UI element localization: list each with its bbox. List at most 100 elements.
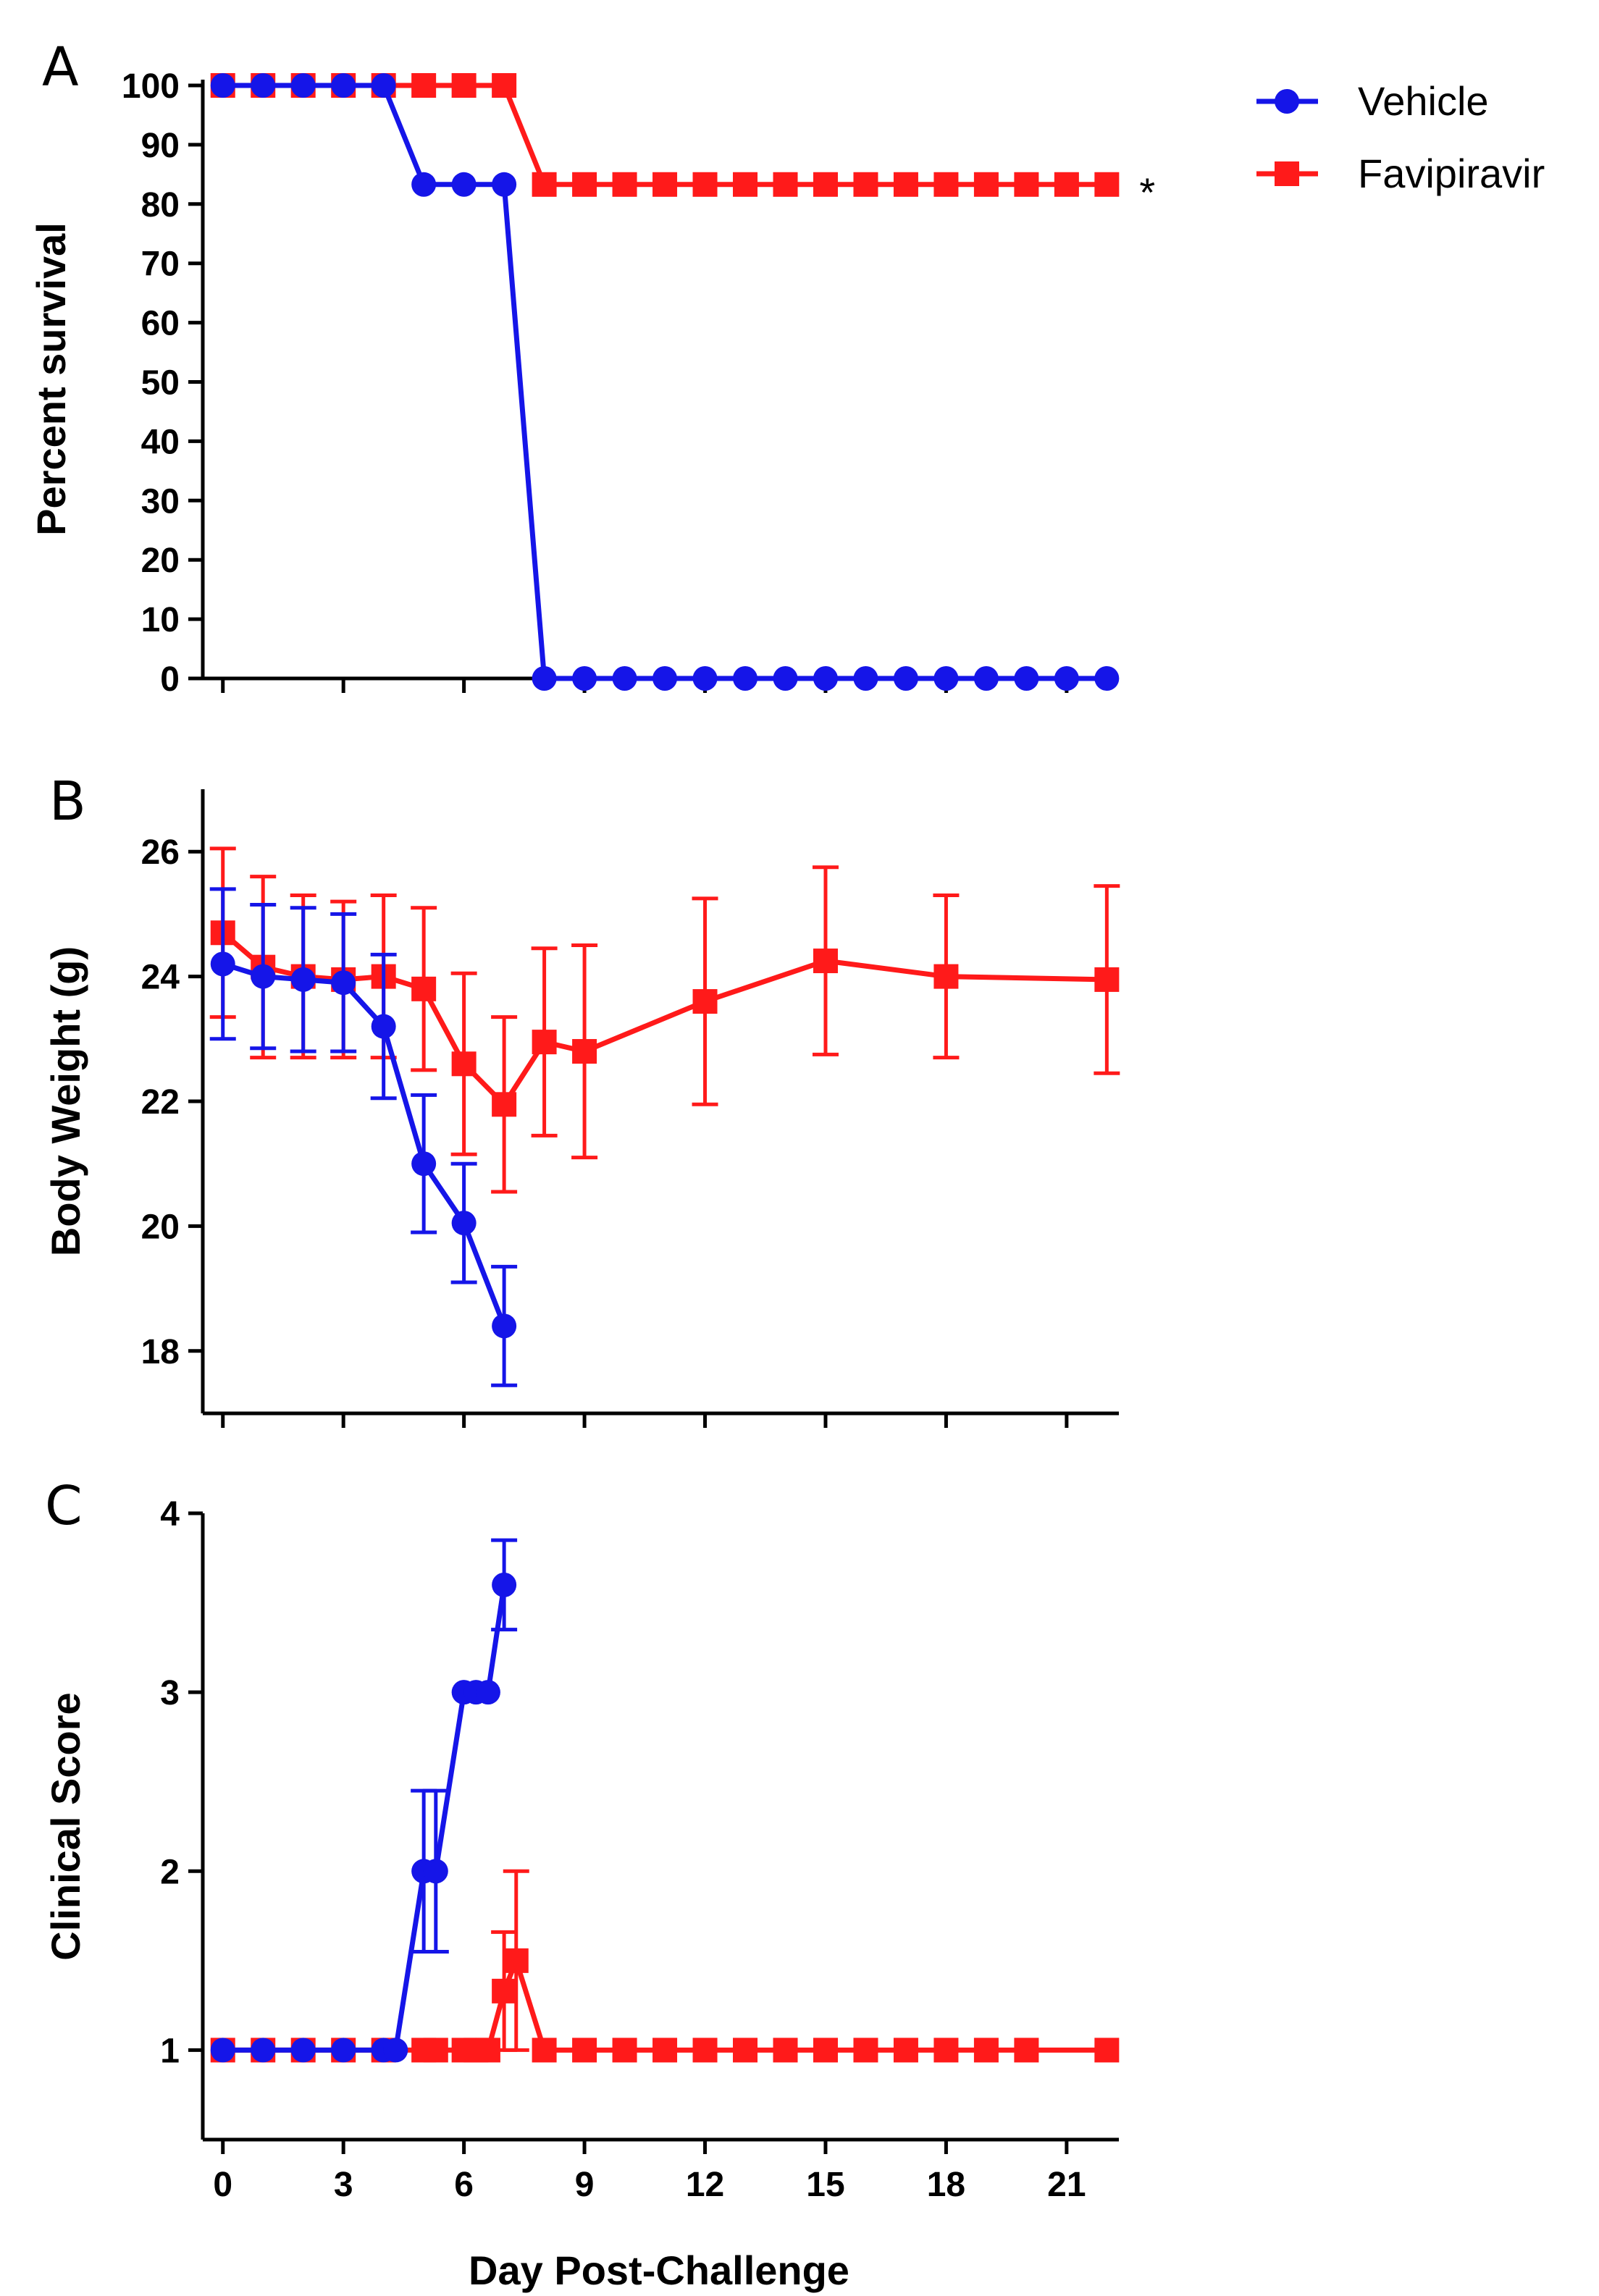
- point-favipiravir: [492, 1092, 517, 1117]
- point-vehicle: [371, 1014, 396, 1039]
- y-axis-title-C: Clinical Score: [43, 1692, 88, 1960]
- point-favipiravir: [503, 1948, 529, 1973]
- point-favipiravir: [612, 2038, 637, 2063]
- series-line-vehicle: [222, 962, 507, 1327]
- point-favipiravir: [492, 73, 517, 98]
- y-tick-label: 20: [141, 542, 180, 580]
- point-vehicle: [692, 666, 718, 691]
- point-favipiravir: [572, 2038, 597, 2063]
- point-vehicle: [492, 1313, 517, 1339]
- point-favipiravir: [692, 172, 718, 197]
- point-favipiravir: [933, 964, 959, 989]
- y-tick-label: 3: [160, 1674, 180, 1712]
- point-vehicle: [290, 73, 316, 98]
- point-vehicle: [423, 1859, 448, 1884]
- legend-vehicle[interactable]: Vehicle: [1256, 78, 1489, 124]
- y-axis-title-A: Percent survival: [28, 222, 74, 536]
- point-vehicle: [893, 666, 918, 691]
- point-favipiravir: [1014, 172, 1039, 197]
- y-tick-label: 18: [141, 1333, 180, 1371]
- legend-favipiravir-label: Favipiravir: [1358, 151, 1545, 196]
- y-tick-label: 2: [160, 1853, 180, 1891]
- panel-letter-A: A: [42, 36, 79, 98]
- point-vehicle: [733, 666, 758, 691]
- y-tick-label: 90: [141, 127, 180, 165]
- point-vehicle: [612, 666, 637, 691]
- y-axis-title-B: Body Weight (g): [43, 946, 88, 1256]
- x-tick-label: 12: [686, 2166, 724, 2204]
- point-vehicle: [290, 2038, 316, 2063]
- y-tick-label: 70: [141, 245, 180, 284]
- point-favipiravir: [1014, 2038, 1039, 2063]
- series-vehicle: [209, 887, 518, 1387]
- point-vehicle: [331, 2038, 356, 2063]
- point-vehicle: [210, 951, 235, 977]
- point-favipiravir: [733, 2038, 758, 2063]
- series-favipiravir: [209, 846, 1120, 1194]
- legend-favipiravir[interactable]: Favipiravir: [1256, 151, 1545, 196]
- y-tick-label: 10: [141, 601, 180, 639]
- point-favipiravir: [733, 172, 758, 197]
- point-favipiravir: [893, 2038, 918, 2063]
- x-tick-label: 18: [927, 2166, 965, 2204]
- point-favipiravir: [451, 73, 477, 98]
- y-tick-label: 40: [141, 423, 180, 461]
- point-vehicle: [451, 1211, 477, 1236]
- point-vehicle: [475, 1680, 500, 1705]
- point-vehicle: [383, 2038, 408, 2063]
- y-tick-label: 50: [141, 364, 180, 403]
- point-vehicle: [973, 666, 999, 691]
- point-vehicle: [210, 2038, 235, 2063]
- series-line-favipiravir: [222, 83, 1107, 188]
- x-tick-label: 3: [334, 2166, 353, 2204]
- y-tick-label: 60: [141, 305, 180, 343]
- point-vehicle: [331, 970, 356, 996]
- y-tick-label: 0: [160, 660, 180, 699]
- point-favipiravir: [1094, 967, 1120, 992]
- point-favipiravir: [973, 2038, 999, 2063]
- point-favipiravir: [853, 172, 878, 197]
- point-favipiravir: [572, 172, 597, 197]
- x-tick-label: 21: [1047, 2166, 1086, 2204]
- point-vehicle: [290, 967, 316, 992]
- point-vehicle: [1054, 666, 1079, 691]
- point-favipiravir: [1094, 172, 1120, 197]
- point-favipiravir: [853, 2038, 878, 2063]
- legend: Vehicle Favipiravir: [1256, 78, 1545, 196]
- point-favipiravir: [933, 2038, 959, 2063]
- point-vehicle: [451, 172, 477, 197]
- point-vehicle: [532, 666, 557, 691]
- legend-vehicle-marker: [1275, 89, 1299, 114]
- point-favipiravir: [973, 172, 999, 197]
- point-favipiravir: [813, 2038, 838, 2063]
- point-favipiravir: [475, 2038, 500, 2063]
- series-line-vehicle: [222, 1584, 507, 2053]
- point-favipiravir: [692, 2038, 718, 2063]
- y-tick-label: 22: [141, 1083, 180, 1122]
- point-favipiravir: [773, 172, 798, 197]
- point-favipiravir: [612, 172, 637, 197]
- x-tick-label: 0: [213, 2166, 232, 2204]
- y-tick-label: 4: [160, 1495, 180, 1534]
- point-favipiravir: [411, 976, 437, 1001]
- y-tick-label: 26: [141, 833, 180, 872]
- x-tick-label: 9: [575, 2166, 595, 2204]
- point-vehicle: [411, 172, 437, 197]
- panel-letter-C: C: [45, 1475, 83, 1537]
- point-favipiravir: [933, 172, 959, 197]
- point-vehicle: [331, 73, 356, 98]
- point-favipiravir: [1094, 2038, 1120, 2063]
- point-vehicle: [813, 666, 838, 691]
- panel-B: B 18 20 22 24 26 Body Weight (g): [43, 770, 1120, 1428]
- panel-A: A 0 10 20 30 40 50 60 70 80 90 100 Percent survival *: [28, 36, 1155, 699]
- series-vehicle: [210, 73, 1120, 691]
- point-favipiravir: [692, 989, 718, 1014]
- point-vehicle: [853, 666, 878, 691]
- point-vehicle: [251, 73, 276, 98]
- point-vehicle: [933, 666, 959, 691]
- point-vehicle: [1014, 666, 1039, 691]
- point-vehicle: [251, 2038, 276, 2063]
- significance-annotation: *: [1139, 169, 1155, 215]
